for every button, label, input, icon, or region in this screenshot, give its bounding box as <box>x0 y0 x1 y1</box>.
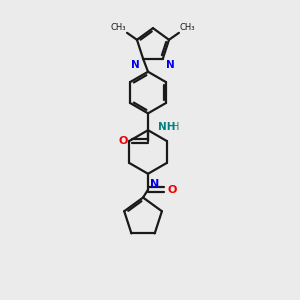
Text: O: O <box>168 184 177 195</box>
Text: O: O <box>119 136 128 146</box>
Text: N: N <box>131 60 140 70</box>
Text: N: N <box>150 179 159 189</box>
Text: NH: NH <box>158 122 176 132</box>
Text: H: H <box>172 122 179 132</box>
Text: CH₃: CH₃ <box>180 23 195 32</box>
Text: CH₃: CH₃ <box>111 23 126 32</box>
Text: N: N <box>166 60 175 70</box>
